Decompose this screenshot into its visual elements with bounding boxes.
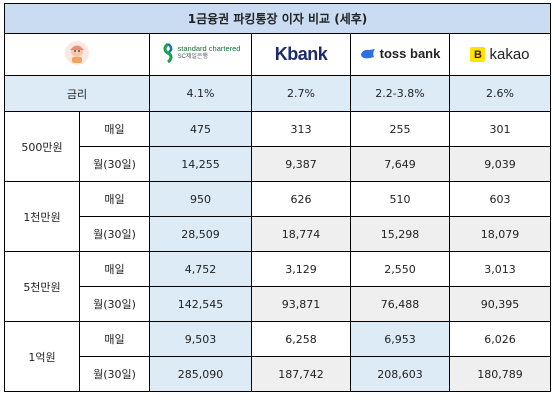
daily-value-kakao: 301 (449, 111, 551, 147)
monthly-label: 월(30일) (79, 216, 150, 252)
monthly-value-toss: 15,298 (350, 216, 450, 252)
daily-value-toss: 2,550 (350, 251, 450, 287)
daily-value-kakao: 6,026 (449, 321, 551, 357)
kakao-bank-logo-icon: B (470, 47, 486, 62)
daily-value-sc: 475 (149, 111, 252, 147)
bank-logo-toss: toss bank (350, 33, 450, 76)
toss-bank-logo: toss bank (379, 46, 441, 62)
amount-label: 500만원 (4, 111, 80, 182)
daily-label: 매일 (79, 251, 150, 287)
daily-value-kbank: 626 (251, 181, 351, 217)
kakao-bank-logo: kakao (489, 46, 530, 63)
toss-bank-logo-icon (360, 48, 375, 59)
kbank-logo: Kbank (274, 44, 328, 64)
monthly-value-toss: 76,488 (350, 286, 450, 322)
monthly-value-kbank: 18,774 (251, 216, 351, 252)
monthly-value-sc: 142,545 (149, 286, 252, 322)
daily-value-kbank: 3,129 (251, 251, 351, 287)
rate-kbank: 2.7% (251, 75, 351, 112)
daily-value-toss: 255 (350, 111, 450, 147)
daily-value-toss: 6,953 (350, 321, 450, 357)
monthly-value-kakao: 180,789 (449, 356, 551, 392)
standard-chartered-logo-icon (163, 43, 172, 63)
monthly-value-toss: 7,649 (350, 146, 450, 182)
monthly-value-kbank: 187,742 (251, 356, 351, 392)
monthly-value-toss: 208,603 (350, 356, 450, 392)
rate-sc: 4.1% (149, 75, 252, 112)
monthly-value-kbank: 93,871 (251, 286, 351, 322)
bank-logo-kakao: B kakao (449, 33, 551, 76)
daily-value-kbank: 313 (251, 111, 351, 147)
table-title: 1금융권 파킹통장 이자 비교 (세후) (4, 3, 551, 34)
comparison-table: 1금융권 파킹통장 이자 비교 (세후) standard chartered (4, 3, 551, 392)
monthly-value-sc: 285,090 (149, 356, 252, 392)
monthly-label: 월(30일) (79, 286, 150, 322)
mascot-cell (4, 33, 150, 76)
bank-logo-standard-chartered: standard chartered SC제일은행 (149, 33, 252, 76)
rate-label: 금리 (4, 75, 150, 112)
amount-label: 5천만원 (4, 251, 80, 322)
daily-value-toss: 510 (350, 181, 450, 217)
daily-value-sc: 9,503 (149, 321, 252, 357)
monthly-value-kbank: 9,387 (251, 146, 351, 182)
monthly-value-kakao: 18,079 (449, 216, 551, 252)
monthly-value-sc: 28,509 (149, 216, 252, 252)
daily-label: 매일 (79, 321, 150, 357)
monthly-label: 월(30일) (79, 356, 150, 392)
monthly-value-kakao: 9,039 (449, 146, 551, 182)
bank-logo-kbank: Kbank (251, 33, 351, 76)
monthly-value-sc: 14,255 (149, 146, 252, 182)
mascot-icon (65, 41, 89, 65)
monthly-label: 월(30일) (79, 146, 150, 182)
rate-kakao: 2.6% (449, 75, 551, 112)
rate-toss: 2.2-3.8% (350, 75, 450, 112)
daily-value-kbank: 6,258 (251, 321, 351, 357)
daily-label: 매일 (79, 181, 150, 217)
daily-value-sc: 4,752 (149, 251, 252, 287)
amount-label: 1억원 (4, 321, 80, 392)
monthly-value-kakao: 90,395 (449, 286, 551, 322)
daily-label: 매일 (79, 111, 150, 147)
daily-value-kakao: 3,013 (449, 251, 551, 287)
daily-value-sc: 950 (149, 181, 252, 217)
bank-name-sc: standard chartered (177, 44, 241, 53)
amount-label: 1천만원 (4, 181, 80, 252)
bank-sub-sc: SC제일은행 (177, 54, 208, 60)
daily-value-kakao: 603 (449, 181, 551, 217)
